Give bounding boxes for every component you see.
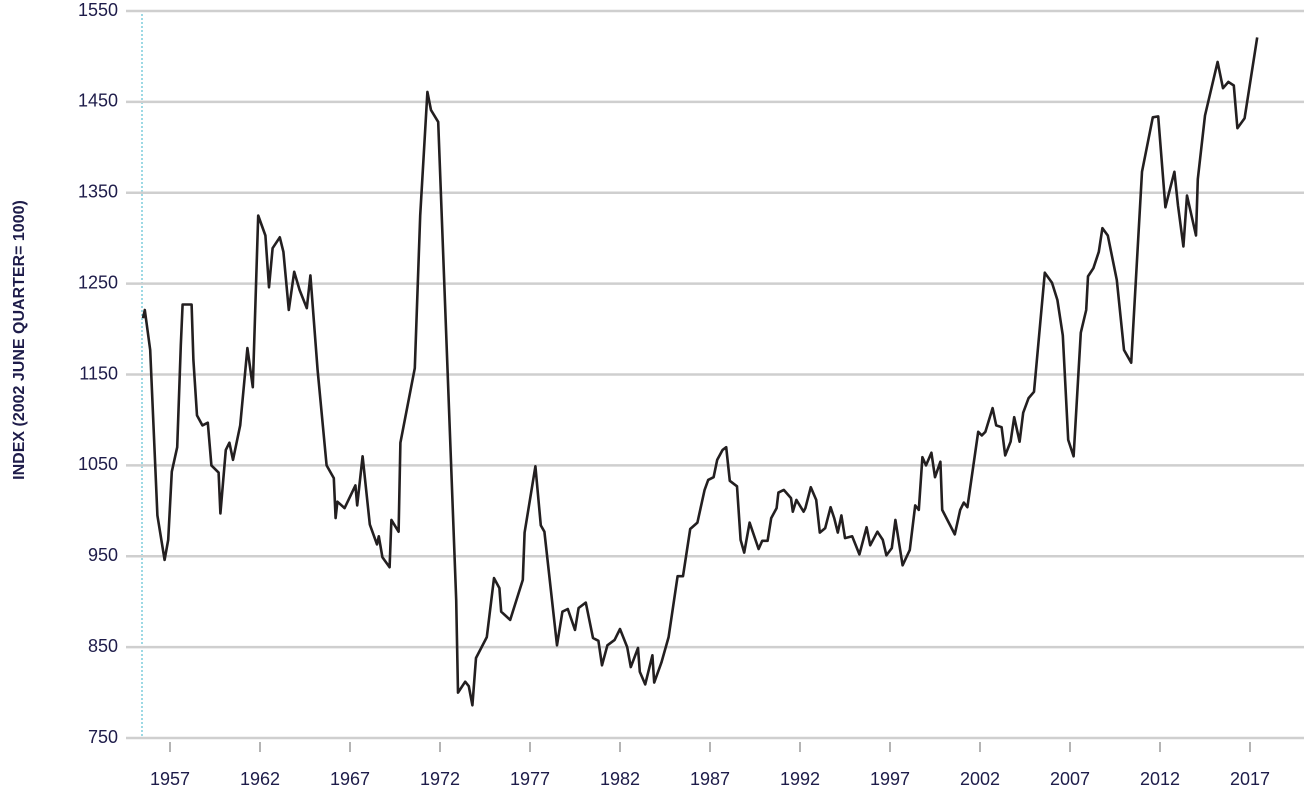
- x-tick-label: 1987: [690, 769, 730, 789]
- x-tick-label: 1997: [870, 769, 910, 789]
- y-tick-label: 850: [88, 636, 118, 656]
- x-tick-label: 1962: [240, 769, 280, 789]
- y-tick-label: 1250: [78, 272, 118, 292]
- y-tick-label: 1550: [78, 0, 118, 20]
- x-tick-label: 1957: [150, 769, 190, 789]
- x-tick-label: 1992: [780, 769, 820, 789]
- x-tick-label: 1967: [330, 769, 370, 789]
- x-tick-label: 2017: [1230, 769, 1270, 789]
- x-tick-label: 2012: [1140, 769, 1180, 789]
- data-line: [141, 37, 1259, 707]
- y-axis-title: INDEX (2002 JUNE QUARTER= 1000): [11, 200, 28, 480]
- x-tick-label: 1982: [600, 769, 640, 789]
- x-tick-label: 1977: [510, 769, 550, 789]
- y-tick-label: 950: [88, 545, 118, 565]
- x-tick-label: 2002: [960, 769, 1000, 789]
- y-tick-label: 1350: [78, 182, 118, 202]
- y-tick-label: 1450: [78, 91, 118, 111]
- y-tick-label: 1050: [78, 454, 118, 474]
- x-tick-label: 1972: [420, 769, 460, 789]
- y-tick-label: 1150: [79, 363, 118, 383]
- y-tick-label: 750: [88, 727, 118, 747]
- x-tick-label: 2007: [1050, 769, 1090, 789]
